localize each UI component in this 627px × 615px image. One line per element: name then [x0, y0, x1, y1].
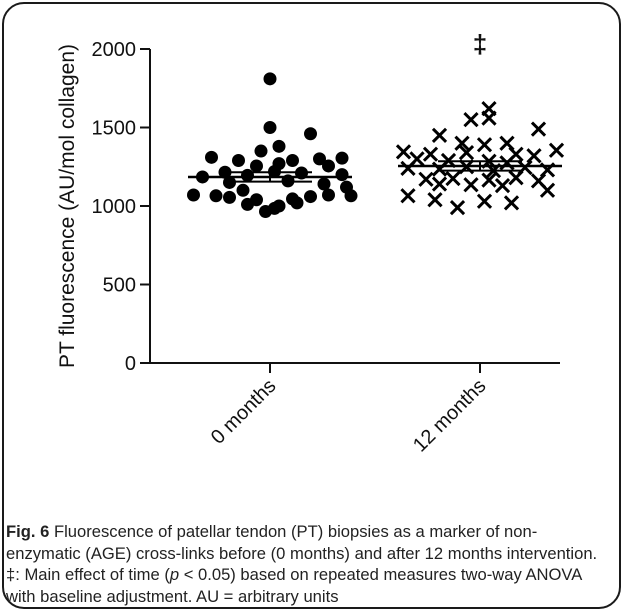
figure-caption: Fig. 6 Fluorescence of patellar tendon (… — [6, 521, 606, 607]
y-tick-label: 2000 — [92, 39, 137, 61]
data-point-x — [494, 177, 511, 194]
data-point-circle — [241, 168, 254, 182]
data-point-circle — [313, 152, 326, 166]
data-point-x — [400, 160, 416, 176]
data-point-x — [481, 110, 497, 126]
data-point-x — [454, 135, 470, 151]
data-point-x — [431, 127, 448, 143]
data-point-x — [476, 193, 493, 209]
data-point-x — [422, 146, 439, 162]
figure-frame — [2, 2, 621, 609]
data-point-circle — [335, 151, 349, 165]
data-point-circle — [304, 190, 317, 204]
data-point-circle — [344, 189, 358, 203]
mean-sem-lines — [188, 160, 562, 183]
x-tick-label: 12 months — [409, 375, 491, 457]
data-point-circle — [290, 196, 304, 210]
data-point-x — [427, 192, 443, 208]
data-point-x — [449, 199, 466, 216]
x-tick-label: 0 months — [207, 375, 281, 449]
data-point-circle — [286, 153, 299, 167]
data-point-circle — [205, 150, 218, 164]
data-point-circle — [250, 159, 263, 173]
data-point-x — [530, 121, 547, 137]
y-tick-label: 1000 — [92, 196, 137, 218]
caption-label: Fig. 6 — [6, 522, 50, 541]
data-point-circle — [232, 153, 245, 167]
x-axis: 0 months 12 months — [150, 362, 560, 457]
caption-text-2: < 0.05) based on repeated measures two-w… — [6, 565, 582, 606]
data-point-circle — [241, 197, 254, 211]
data-point-circle — [187, 188, 200, 202]
data-point-x — [458, 144, 475, 161]
data-point-x — [481, 172, 497, 188]
data-point-x — [400, 188, 416, 204]
y-tick-label: 500 — [103, 275, 136, 297]
data-point-circle — [322, 159, 335, 173]
data-point-circle — [209, 189, 223, 203]
caption-p-symbol: p — [169, 565, 180, 584]
y-tick-label: 1500 — [92, 118, 137, 140]
data-point-x — [431, 176, 448, 192]
data-point-x — [463, 177, 479, 193]
data-point-x — [395, 144, 412, 160]
data-point-circle — [304, 127, 317, 141]
data-point-x — [463, 112, 479, 128]
data-point-circle — [322, 188, 335, 202]
y-axis: 0 500 1000 1500 2000 — [92, 39, 151, 375]
y-tick-label: 0 — [125, 353, 136, 375]
data-point-circle — [263, 121, 277, 134]
data-point-circle — [236, 183, 250, 197]
scatter-chart: 0 500 1000 1500 2000 0 months 12 months PT fl… — [56, 29, 565, 457]
data-point-circle — [223, 190, 236, 204]
data-point-circle — [268, 201, 281, 215]
data-point-circle — [335, 168, 349, 182]
data-point-x — [508, 170, 524, 186]
data-point-x — [526, 148, 542, 164]
data-point-circle — [272, 139, 286, 153]
significance-marker: ‡ — [473, 29, 487, 59]
data-point-circle — [317, 177, 331, 191]
data-point-circle — [218, 165, 232, 179]
data-point-circle — [254, 144, 268, 158]
data-point-x — [445, 170, 461, 187]
data-point-x — [418, 171, 434, 187]
data-point-x — [548, 142, 565, 158]
data-points — [187, 72, 565, 218]
data-point-x — [503, 195, 520, 211]
data-point-x — [476, 137, 493, 153]
data-point-circle — [263, 72, 277, 86]
data-point-x — [539, 182, 556, 198]
y-axis-label: PT fluorescence (AU/mol collagen) — [56, 44, 79, 368]
caption-text-1: Fluorescence of patellar tendon (PT) bio… — [6, 522, 598, 584]
